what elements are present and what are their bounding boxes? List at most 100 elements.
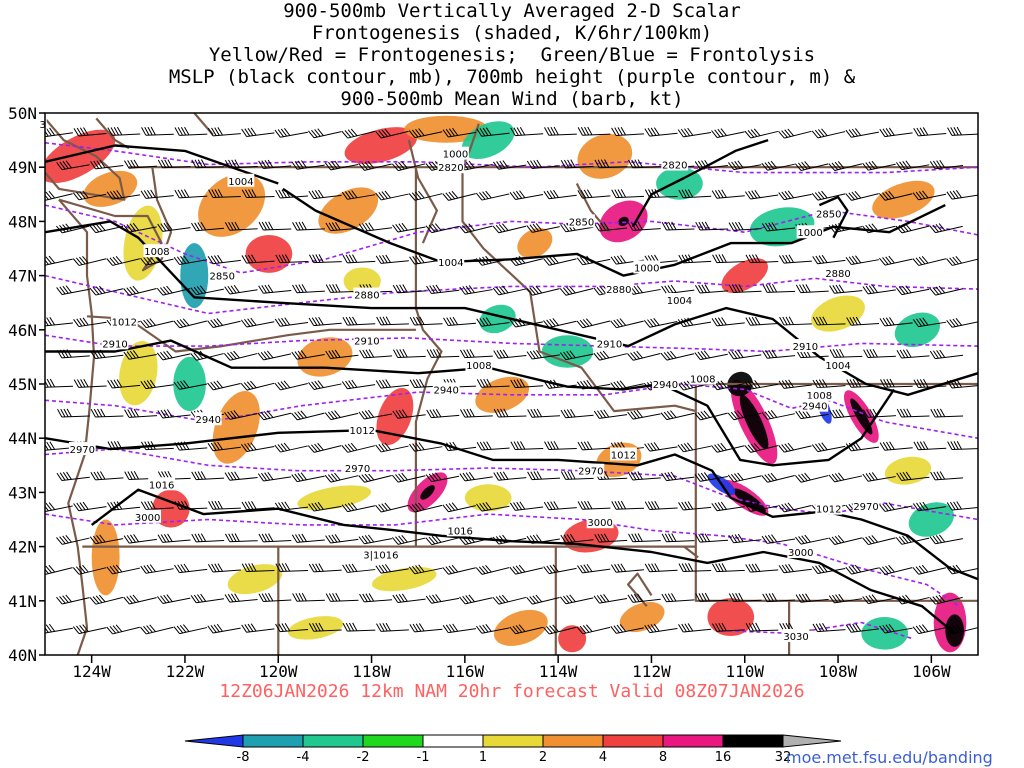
barb-flag <box>384 564 391 572</box>
barb-staff <box>918 321 947 328</box>
barb-flag <box>435 594 442 602</box>
barb-flag <box>929 287 936 296</box>
wind-barb <box>745 622 779 632</box>
barb-flag <box>918 624 926 633</box>
barb-staff <box>229 289 258 295</box>
barb-flag <box>913 128 919 137</box>
barb-staff <box>112 133 141 136</box>
barb-flag <box>643 319 651 328</box>
barb-staff <box>851 385 880 388</box>
barb-flag <box>146 625 153 633</box>
barb-flag <box>781 564 788 573</box>
barb-flag <box>57 408 63 418</box>
barb-flag <box>526 160 533 169</box>
barb-staff <box>565 477 594 480</box>
barb-flag <box>815 623 822 632</box>
barb-flag <box>604 471 610 480</box>
wind-barb <box>711 128 745 139</box>
barb-flag <box>89 225 97 233</box>
barb-staff <box>313 629 342 632</box>
wind-barb <box>778 254 812 264</box>
barb-flag <box>771 283 778 293</box>
barb-staff <box>162 353 191 361</box>
wind-barb <box>845 255 879 265</box>
barb-flag <box>644 501 651 510</box>
barb-flag <box>161 159 167 168</box>
wind-barb <box>644 442 678 452</box>
height-label: 2910 <box>354 337 379 348</box>
barb-flag <box>529 596 536 604</box>
barb-flag <box>129 286 137 295</box>
barb-staff <box>918 133 947 137</box>
barb-staff <box>716 629 745 632</box>
barb-flag <box>728 284 734 293</box>
credit-link[interactable]: moe.met.fsu.edu/banding <box>786 748 993 767</box>
barb-flag <box>334 160 341 169</box>
barb-flag <box>946 191 953 200</box>
barb-flag <box>613 319 620 328</box>
barb-flag <box>918 565 926 574</box>
barb-flag <box>647 501 654 510</box>
wind-barb <box>73 317 107 328</box>
wind-barb <box>56 349 90 359</box>
barb-flag <box>754 189 761 198</box>
colorbar-arrow-right <box>782 734 842 748</box>
barb-flag <box>391 474 399 483</box>
barb-flag <box>563 409 570 418</box>
isobar-label: 3|1016 <box>363 551 398 562</box>
barb-flag <box>351 190 358 199</box>
barb-flag <box>932 224 939 233</box>
barb-flag <box>630 352 637 360</box>
barb-flag <box>761 162 768 171</box>
barb-staff <box>179 133 208 136</box>
barb-flag <box>200 593 207 602</box>
wind-barb <box>90 349 124 360</box>
barb-flag <box>294 411 301 420</box>
barb-staff <box>162 288 191 296</box>
barb-flag <box>325 593 331 602</box>
barb-flag <box>532 534 539 543</box>
wind-barb <box>695 592 729 602</box>
barb-flag <box>620 563 627 572</box>
barb-flag <box>637 221 643 231</box>
barb-flag <box>241 563 247 572</box>
barb-staff <box>162 539 191 543</box>
wind-barb <box>291 472 325 483</box>
barb-staff <box>599 353 627 361</box>
barb-flag <box>720 442 727 451</box>
barb-flag <box>771 534 778 543</box>
barb-flag <box>700 350 707 359</box>
title-line-2: Frontogenesis (shaded, K/6hr/100km) <box>311 22 713 44</box>
barb-flag <box>244 443 251 452</box>
lat-tick-label: 49N <box>8 158 37 177</box>
barb-flag <box>834 535 842 544</box>
barb-flag <box>799 284 805 293</box>
wind-barb <box>828 593 863 604</box>
barb-staff <box>263 165 292 170</box>
barb-flag <box>832 285 838 294</box>
wind-barb <box>812 379 846 389</box>
barb-flag <box>414 191 422 200</box>
barb-staff <box>817 567 846 575</box>
barb-flag <box>896 350 902 359</box>
barb-flag <box>563 223 570 232</box>
barb-flag <box>616 381 623 389</box>
barb-flag <box>324 162 332 171</box>
barb-flag <box>770 410 778 418</box>
barb-flag <box>334 534 341 543</box>
barb-flag <box>141 127 147 136</box>
barb-staff <box>179 383 208 390</box>
barb-flag <box>680 318 687 327</box>
wind-barb <box>408 502 443 513</box>
barb-staff <box>330 599 359 602</box>
wind-barb <box>324 160 359 171</box>
barb-flag <box>65 285 72 294</box>
barb-flag <box>634 533 640 542</box>
barb-flag <box>668 533 674 542</box>
barb-flag <box>583 441 590 450</box>
barb-flag <box>865 224 872 233</box>
barb-flag <box>544 441 550 450</box>
barb-flag <box>328 222 335 231</box>
barb-staff <box>364 227 393 232</box>
barb-flag <box>768 222 774 231</box>
